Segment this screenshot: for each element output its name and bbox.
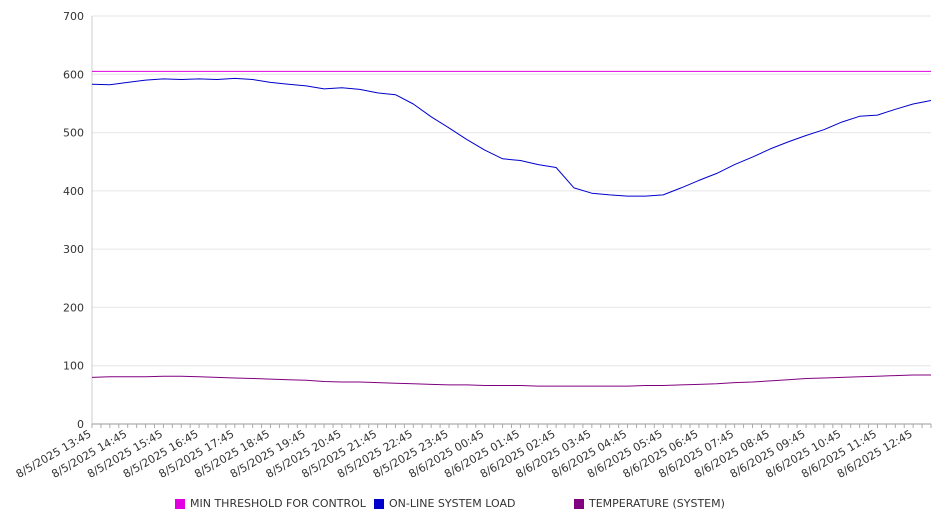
series-line-temperature: [91, 374, 931, 387]
legend-item-temperature[interactable]: TEMPERATURE (SYSTEM): [574, 497, 725, 510]
legend-swatch-temperature: [574, 498, 584, 509]
legend-swatch-system-load: [374, 498, 384, 509]
legend-item-system-load[interactable]: ON-LINE SYSTEM LOAD: [374, 497, 515, 510]
y-tick-label: 100: [63, 360, 84, 373]
legend-label-min-threshold: MIN THRESHOLD FOR CONTROL: [190, 497, 366, 510]
y-tick-label: 300: [63, 243, 84, 256]
legend-item-min-threshold[interactable]: MIN THRESHOLD FOR CONTROL: [175, 497, 366, 510]
legend-swatch-min-threshold: [175, 498, 185, 509]
gridlines: [92, 15, 931, 367]
legend: MIN THRESHOLD FOR CONTROL ON-LINE SYSTEM…: [0, 497, 946, 515]
y-tick-label: 500: [63, 127, 84, 140]
x-tick-labels: 8/5/2025 13:458/5/2025 14:458/5/2025 15:…: [14, 427, 915, 481]
y-tick-label: 0: [77, 418, 84, 431]
legend-label-system-load: ON-LINE SYSTEM LOAD: [389, 497, 516, 510]
legend-label-temperature: TEMPERATURE (SYSTEM): [589, 497, 725, 510]
y-tick-label: 700: [63, 10, 84, 23]
y-tick-label: 200: [63, 301, 84, 314]
series-lines: [91, 70, 932, 387]
y-tick-label: 400: [63, 185, 84, 198]
axes: [91, 16, 932, 428]
y-tick-label: 600: [63, 68, 84, 81]
y-tick-labels: 0 100 200 300 400 500 600 700: [63, 10, 84, 431]
series-line-system-load: [91, 77, 932, 197]
